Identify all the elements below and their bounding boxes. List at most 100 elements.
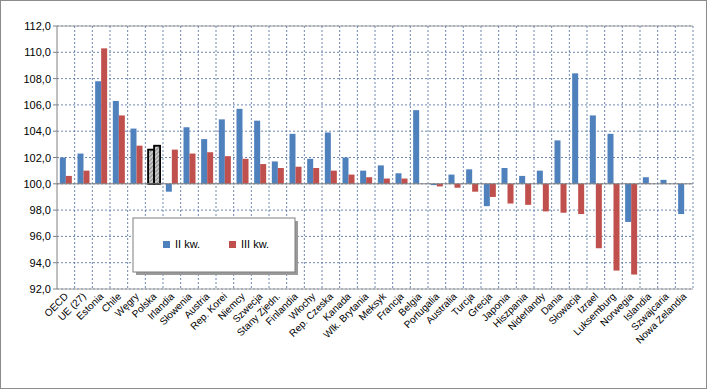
bar [190, 154, 196, 184]
grid-line-v [110, 26, 111, 289]
bar [413, 110, 419, 184]
grid [53, 26, 693, 289]
bar [166, 184, 172, 192]
bar [101, 48, 107, 183]
bar [490, 184, 496, 197]
grid-line-v [675, 26, 676, 289]
bar [119, 115, 125, 183]
grid-line-v [622, 26, 623, 289]
bar [349, 175, 355, 184]
tick [53, 157, 57, 158]
bar [60, 158, 66, 184]
grid-line [57, 104, 693, 105]
bar [236, 109, 242, 184]
bar [219, 119, 225, 183]
grid-line-v [127, 26, 128, 289]
plot-top [57, 26, 693, 27]
grid-line [57, 183, 693, 184]
grid-line-v [534, 26, 535, 289]
bar [378, 165, 384, 183]
grid-line [57, 26, 693, 27]
tick [53, 236, 57, 237]
grid-line-v [74, 26, 75, 289]
y-axis [57, 26, 58, 289]
grid-line-v [304, 26, 305, 289]
y-tick-label: 108,0 [23, 73, 51, 85]
bar [455, 184, 461, 188]
bar [278, 168, 284, 184]
tick [53, 131, 57, 132]
tick [53, 183, 57, 184]
bar [331, 171, 337, 184]
y-tick-label: 102,0 [23, 152, 51, 164]
grid-line-v [392, 26, 393, 289]
bar [201, 139, 207, 184]
bar [543, 184, 549, 212]
grid-line-v [445, 26, 446, 289]
grid-line-v [357, 26, 358, 289]
bar [366, 177, 372, 184]
bar [519, 176, 525, 184]
legend: II kw.III kw. [133, 218, 298, 275]
legend-swatch [163, 241, 170, 248]
bar [384, 179, 390, 184]
y-tick-label: 100,0 [23, 178, 51, 190]
bar [260, 164, 266, 184]
bar [272, 161, 278, 183]
bar [596, 184, 602, 248]
legend-swatch [229, 241, 236, 248]
bar [342, 158, 348, 184]
bar [154, 146, 160, 184]
y-tick-label: 112,0 [24, 20, 51, 32]
tick [53, 52, 57, 53]
bar [614, 184, 620, 271]
grid-line-v [604, 26, 605, 289]
grid-line-v [498, 26, 499, 289]
bar [572, 73, 578, 183]
grid-line-v [693, 26, 694, 289]
bar [395, 173, 401, 184]
tick [53, 104, 57, 105]
grid-line-v [481, 26, 482, 289]
grid-line-v [569, 26, 570, 289]
bar-hatch [154, 146, 160, 184]
bar [631, 184, 637, 275]
bar [578, 184, 584, 214]
bar [537, 171, 543, 184]
bar [508, 184, 514, 204]
bar [77, 154, 83, 184]
bar [137, 146, 143, 184]
bar [525, 184, 531, 205]
plot-bottom [57, 289, 693, 290]
y-tick-label: 92,0 [30, 283, 51, 295]
bar [66, 176, 72, 184]
bar [590, 115, 596, 183]
bar [225, 156, 231, 184]
bar [466, 169, 472, 183]
tick [53, 210, 57, 211]
bar [296, 167, 302, 184]
grid-line-v [516, 26, 517, 289]
tick [53, 262, 57, 263]
bar [607, 134, 613, 184]
x-tick-label: Nowa Zelandia [634, 290, 689, 345]
bar [501, 168, 507, 184]
bar [95, 81, 101, 184]
bar [113, 101, 119, 184]
bar [183, 127, 189, 184]
bar [660, 180, 666, 184]
grid-line-v [551, 26, 552, 289]
legend-label: II kw. [175, 238, 200, 250]
grid-line-v [463, 26, 464, 289]
grid-line-v [410, 26, 411, 289]
bar [130, 129, 136, 184]
bar [561, 184, 567, 213]
bar [172, 150, 178, 184]
grid-line [57, 289, 693, 290]
y-tick-label: 106,0 [23, 99, 51, 111]
bar [307, 159, 313, 184]
bar [207, 152, 213, 184]
grid-line-v [322, 26, 323, 289]
bar [448, 175, 454, 184]
y-tick-label: 110,0 [24, 46, 51, 58]
